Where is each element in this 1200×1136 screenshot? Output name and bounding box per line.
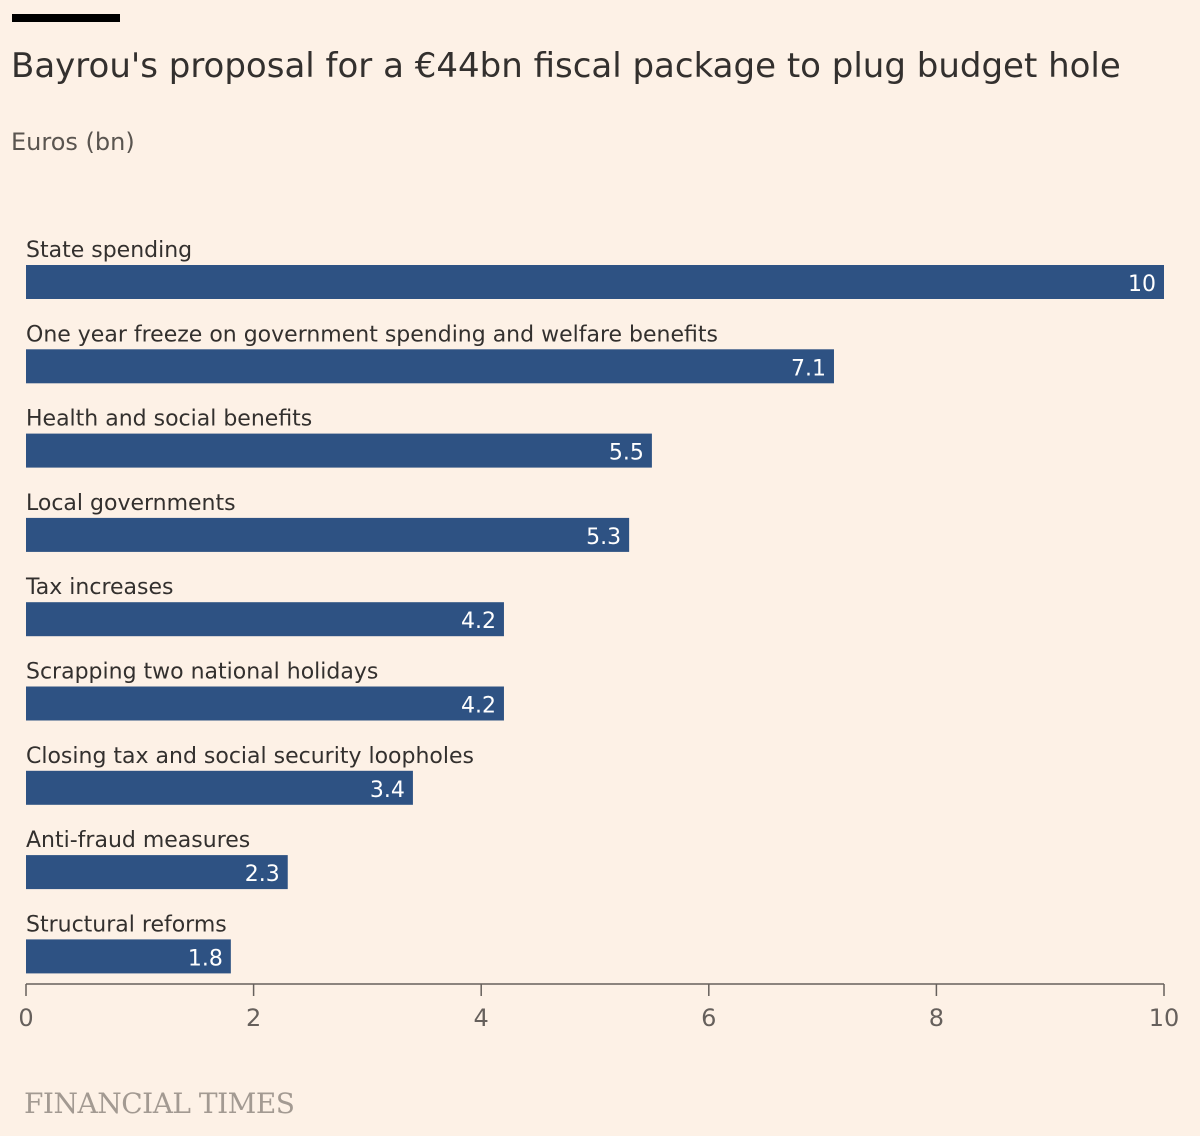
data-label: 1.8	[188, 946, 223, 971]
data-label: 4.2	[461, 609, 496, 634]
bar	[26, 939, 231, 974]
bar	[26, 686, 504, 721]
x-tick-label: 10	[1149, 1004, 1180, 1032]
bars-layer: State spending 10 One year freeze on gover…	[25, 238, 1164, 974]
category-label: Structural reforms	[26, 912, 227, 937]
x-tick-label: 4	[474, 1004, 489, 1032]
x-tick-label: 0	[18, 1004, 33, 1032]
category-label: Scrapping two national holidays	[26, 660, 378, 685]
x-axis: 0 2 4 6 8 10	[18, 983, 1180, 1032]
category-label: Anti-fraud measures	[26, 828, 250, 853]
bar	[26, 602, 504, 637]
bar	[26, 855, 288, 890]
x-tick-label: 2	[246, 1004, 261, 1032]
bar	[26, 349, 834, 384]
category-label: Closing tax and social security loophole…	[26, 744, 474, 769]
category-label: State spending	[26, 238, 192, 263]
data-label: 3.4	[370, 778, 405, 803]
data-label: 5.5	[609, 441, 644, 466]
chart-subtitle: Euros (bn)	[11, 128, 135, 156]
data-label: 7.1	[791, 356, 826, 381]
data-label: 5.3	[586, 525, 621, 550]
x-tick-label: 8	[929, 1004, 944, 1032]
data-label: 4.2	[461, 694, 496, 719]
category-label: Local governments	[26, 491, 236, 516]
category-label: Health and social benefits	[26, 407, 312, 432]
data-label: 2.3	[245, 862, 280, 887]
category-label: Tax increases	[25, 575, 173, 600]
bar	[26, 770, 413, 805]
data-label: 10	[1128, 272, 1156, 297]
bar	[26, 517, 630, 552]
chart-title: Bayrou's proposal for a €44bn fiscal pac…	[11, 46, 1121, 86]
top-rule	[12, 14, 120, 22]
x-tick-label: 6	[701, 1004, 716, 1032]
source-logo: FINANCIAL TIMES	[24, 1087, 295, 1120]
bar	[26, 433, 652, 468]
bar	[26, 265, 1164, 299]
category-label: One year freeze on government spending a…	[26, 322, 718, 347]
